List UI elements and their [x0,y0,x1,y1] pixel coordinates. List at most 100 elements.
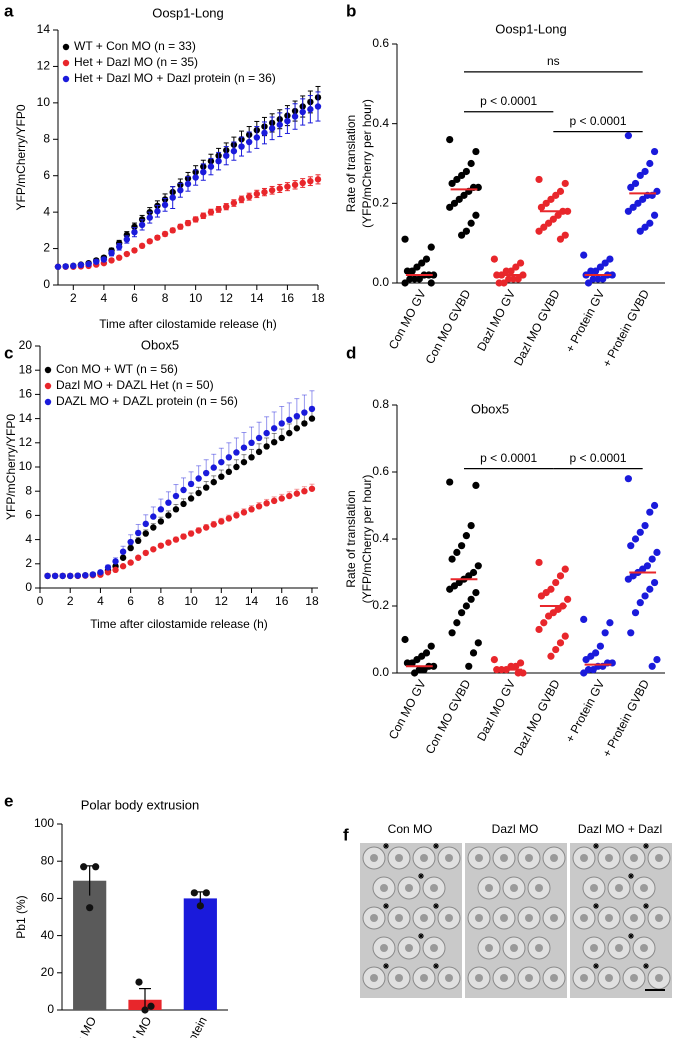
data-point [172,492,180,500]
y-tick-label: 10 [37,95,51,109]
legend-marker [44,366,52,374]
asterisk [593,963,599,969]
data-point [627,183,635,191]
legend-label: Het + Dazl MO (n = 35) [74,55,198,69]
data-point [196,902,204,910]
y-tick-label: 0.2 [372,598,389,612]
data-point [544,612,553,620]
y-tick-label: 4 [25,532,32,546]
data-point [584,279,593,287]
data-point [195,475,202,482]
x-tick-label: + Dazl protein [163,1014,210,1038]
data-point [165,499,172,506]
data-point [624,132,632,140]
data-point [556,639,565,647]
data-point [629,203,637,211]
x-tick-label: Dazl MO GVBD [511,287,563,368]
y-tick-label: 0.8 [372,397,389,411]
oocyte-core [370,914,378,922]
data-point [624,207,632,215]
x-tick-label: 8 [162,291,169,305]
data-point [646,159,654,168]
data-point [150,546,157,553]
data-point [418,259,426,267]
asterisk [433,843,439,849]
data-point [230,147,238,155]
oocyte-core [395,854,403,862]
x-tick-label: 2 [70,291,77,305]
asterisk [593,843,599,849]
data-point [278,495,285,502]
data-point [462,602,470,610]
data-point [650,211,659,219]
data-point [135,529,142,537]
significance-label: ns [547,54,560,68]
data-point [238,196,245,203]
x-tick-label: 6 [127,594,134,608]
x-tick-label: 2 [67,594,74,608]
oocyte-core [615,884,623,892]
y-tick-label: 0.4 [372,116,389,130]
data-point [502,267,510,275]
oocyte-core [640,944,648,952]
data-point [448,555,456,563]
data-point [127,559,134,566]
oocyte-core [445,854,453,862]
x-tick-label: + Protein GVBD [600,677,653,760]
data-point [123,236,131,243]
data-point [406,275,414,283]
data-point [210,464,217,471]
data-point [154,208,161,215]
data-point [161,201,169,209]
data-point [253,134,261,141]
data-point [112,558,119,565]
x-tick-label: 10 [184,594,198,608]
data-point [650,578,659,587]
data-point [314,103,322,110]
data-point [59,572,66,580]
data-point [157,506,165,513]
data-point [646,219,654,227]
data-point [458,231,466,239]
asterisk [628,873,634,879]
legend-label: DAZL MO + DAZL protein (n = 56) [56,394,238,408]
data-point [291,181,299,189]
data-point [286,416,293,424]
data-point [453,175,461,184]
x-tick-label: 14 [250,291,264,305]
data-point [100,256,108,263]
data-point [123,231,131,239]
data-point [135,554,142,561]
data-point [190,889,198,897]
data-point [142,520,149,528]
image-panel [360,843,672,998]
y-axis-label: Rate of translation [344,490,358,587]
chart-title: Oosp1-Long [152,5,224,20]
data-point [556,235,565,243]
data-point [142,549,149,557]
y-tick-label: 80 [41,853,55,867]
oocyte-core [475,914,483,922]
data-point [150,524,157,531]
asterisk [643,843,649,849]
oocyte-core [550,974,558,982]
data-point [636,599,644,607]
data-point [184,180,192,188]
data-point [505,275,513,283]
data-point [467,159,475,168]
oocyte-core [525,914,533,922]
data-point [177,187,184,194]
legend-marker [62,75,70,83]
oocyte-core [525,974,533,982]
significance-label: p < 0.0001 [480,94,537,108]
oocyte-core [485,884,493,892]
data-point [582,656,590,664]
data-point [467,522,475,530]
data-point [286,492,293,500]
data-point [561,179,569,188]
significance-label: p < 0.0001 [569,451,626,465]
data-point [552,645,560,654]
data-point [650,501,659,510]
data-point [537,592,546,600]
